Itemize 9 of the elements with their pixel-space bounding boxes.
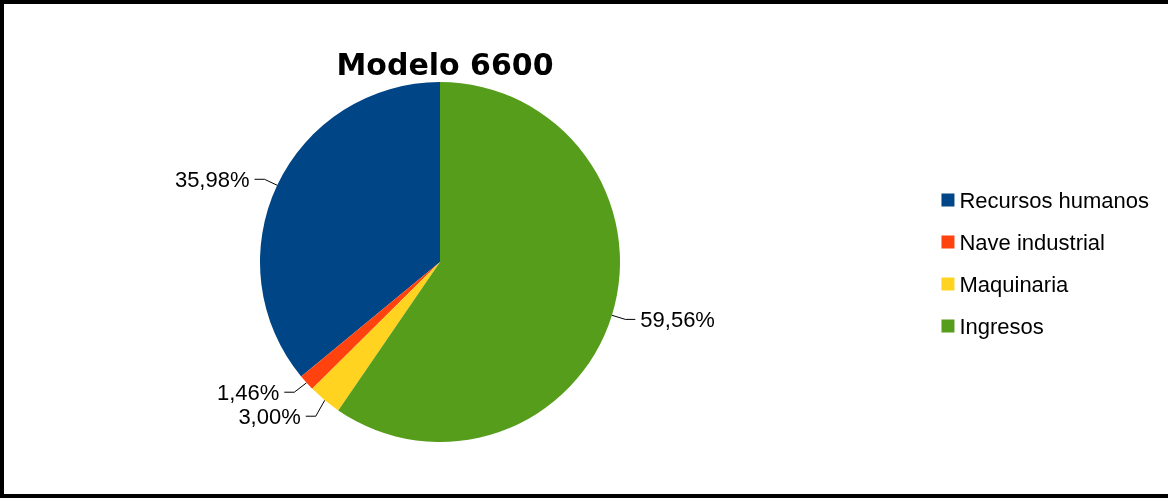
- data-label: 59,56%: [640, 306, 715, 332]
- legend-label: Ingresos: [959, 313, 1044, 339]
- data-label: 35,98%: [174, 166, 250, 192]
- legend-label: Nave industrial: [959, 229, 1105, 255]
- data-label: 1,46%: [216, 379, 280, 405]
- data-label: 3,00%: [238, 403, 301, 429]
- legend-label: Recursos humanos: [959, 187, 1150, 213]
- legend-label: Maquinaria: [959, 271, 1070, 297]
- chart-title: Modelo 6600: [336, 46, 554, 82]
